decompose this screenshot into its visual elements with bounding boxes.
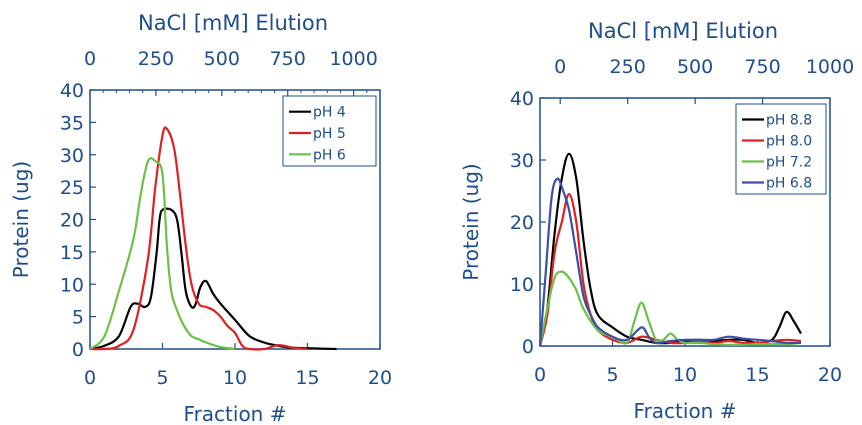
y-tick-label: 35 — [60, 112, 84, 134]
x-tick-label: 10 — [223, 367, 247, 389]
y-tick-label: 30 — [510, 150, 534, 172]
top-tick-label: 0 — [554, 56, 566, 78]
x-tick-label: 5 — [606, 364, 618, 386]
top-tick-label: 1000 — [329, 48, 377, 70]
series-line-ph-5 — [89, 126, 308, 351]
top-tick-label: 0 — [84, 48, 96, 70]
y-tick-label: 0 — [522, 336, 534, 358]
y-tick-label: 30 — [60, 145, 84, 167]
y-tick-label: 40 — [60, 80, 84, 102]
legend-label: pH 6 — [313, 147, 346, 163]
x-tick-label: 0 — [534, 364, 546, 386]
legend-label: pH 8.8 — [766, 113, 812, 129]
y-tick-label: 15 — [60, 242, 84, 264]
y-tick-label: 20 — [510, 212, 534, 234]
y-tick-label: 5 — [72, 307, 84, 329]
x-tick-label: 20 — [368, 367, 392, 389]
legend: pH 4 pH 5 pH 6 — [282, 95, 377, 167]
y-tick-label: 40 — [510, 88, 534, 110]
x-tick-label: 20 — [818, 364, 842, 386]
y-axis-label: Protein (ug) — [459, 163, 483, 280]
y-tick-label: 10 — [510, 274, 534, 296]
top-tick-label: 750 — [270, 48, 306, 70]
x-tick-label: 10 — [673, 364, 697, 386]
top-tick-label: 500 — [204, 48, 240, 70]
top-tick-label: 250 — [138, 48, 174, 70]
series-line-ph-4 — [89, 207, 337, 351]
x-axis-label: Fraction # — [184, 402, 287, 425]
series-line-ph-6 — [89, 157, 236, 351]
x-tick-label: 15 — [745, 364, 769, 386]
chart-2: 0 10 20 30 40 0 5 10 15 20 0 250 500 750 1000 Fraction … — [459, 19, 854, 423]
y-tick-label: 20 — [60, 210, 84, 232]
legend-label: pH 5 — [313, 126, 346, 142]
top-tick-label: 500 — [677, 56, 713, 78]
top-axis-label: NaCl [mM] Elution — [588, 19, 778, 43]
x-axis-label: Fraction # — [634, 399, 737, 423]
y-tick-label: 0 — [72, 339, 84, 361]
legend-label: pH 4 — [313, 105, 346, 121]
series-line-ph-7.2 — [538, 270, 802, 347]
legend-label: pH 7.2 — [766, 155, 812, 171]
x-tick-label: 5 — [156, 367, 168, 389]
y-axis-label: Protein (ug) — [9, 161, 33, 278]
legend: pH 8.8 pH 8.0 pH 7.2 pH 6.8 — [735, 103, 827, 195]
top-axis-label: NaCl [mM] Elution — [138, 11, 328, 35]
x-tick-label: 0 — [84, 367, 96, 389]
legend-label: pH 6.8 — [766, 176, 812, 192]
top-tick-label: 250 — [610, 56, 646, 78]
y-tick-label: 10 — [60, 274, 84, 296]
x-tick-label: 15 — [295, 367, 319, 389]
legend-label: pH 8.0 — [766, 134, 812, 150]
series-line-ph-6.8 — [538, 177, 802, 347]
top-tick-label: 750 — [744, 56, 780, 78]
y-tick-label: 25 — [60, 177, 84, 199]
top-tick-label: 1000 — [806, 56, 854, 78]
